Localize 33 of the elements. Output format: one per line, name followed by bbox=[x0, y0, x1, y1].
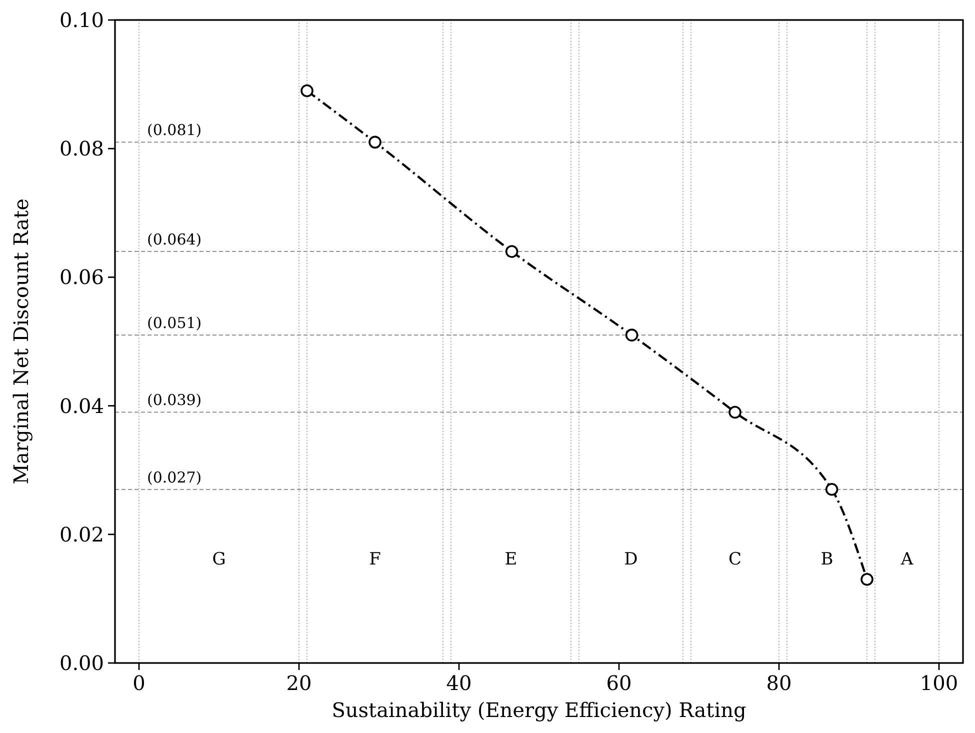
point bbox=[625, 328, 638, 342]
x-tick-label: 0 bbox=[132, 671, 146, 695]
ref-line-label: (0.081) bbox=[147, 121, 202, 140]
annotation: F bbox=[369, 550, 382, 570]
y-axis-title: Marginal Net Discount Rate bbox=[9, 198, 33, 484]
point bbox=[300, 84, 314, 98]
point bbox=[860, 573, 874, 586]
point bbox=[505, 245, 518, 258]
annotation: E bbox=[504, 550, 518, 570]
y-tick-label: 0.04 bbox=[59, 394, 104, 418]
y-tick-label: 0.10 bbox=[59, 8, 104, 32]
annotation: A bbox=[900, 550, 914, 570]
x-tick-label: 60 bbox=[606, 671, 632, 695]
y-tick-label: 0.06 bbox=[59, 265, 104, 290]
annotation: G bbox=[212, 550, 226, 570]
ref-line-label: (0.039) bbox=[147, 391, 202, 410]
y-tick-label: 0.00 bbox=[59, 651, 104, 675]
x-tick-label: 40 bbox=[446, 671, 472, 695]
ref-line-label: (0.064) bbox=[147, 230, 202, 248]
ref-line-label: (0.051) bbox=[147, 314, 202, 332]
x-tick-label: 20 bbox=[286, 671, 312, 695]
y-tick-label: 0.02 bbox=[59, 522, 104, 546]
y-tick-label: 0.08 bbox=[59, 136, 104, 161]
x-axis-title: Sustainability (Energy Efficiency) Rating bbox=[332, 698, 746, 722]
annotation: B bbox=[820, 550, 834, 570]
point bbox=[728, 406, 742, 419]
ref-line-label: (0.027) bbox=[147, 468, 202, 486]
x-tick-label: 100 bbox=[920, 671, 958, 695]
annotation: C bbox=[728, 550, 742, 570]
annotation: D bbox=[624, 550, 638, 570]
point bbox=[825, 482, 838, 496]
point bbox=[368, 136, 382, 149]
x-tick-label: 80 bbox=[766, 671, 792, 695]
